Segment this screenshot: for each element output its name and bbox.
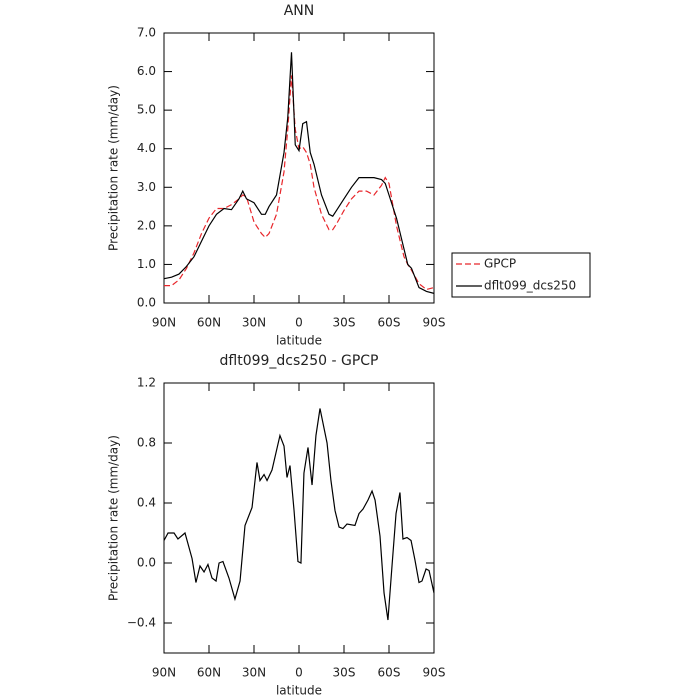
y-tick-label: 6.0 (137, 64, 156, 78)
legend-box (451, 252, 591, 298)
x-tick-label: 0 (295, 316, 303, 330)
y-tick-label: 1.0 (137, 257, 156, 271)
legend-label: GPCP (484, 257, 516, 271)
y-tick-label: −0.4 (127, 616, 156, 630)
data-line (164, 75, 435, 291)
y-axis-label: Precipitation rate (mm/day) (107, 85, 121, 251)
x-axis-label: latitude (276, 334, 322, 348)
y-tick-label: 5.0 (137, 103, 156, 117)
y-tick-label: 1.2 (137, 376, 156, 390)
chart-title: ANN (284, 3, 315, 19)
x-tick-label: 30N (242, 666, 266, 680)
x-tick-label: 60N (197, 316, 221, 330)
chart-title: dflt099_dcs250 - GPCP (220, 353, 379, 369)
y-axis-label: Precipitation rate (mm/day) (107, 435, 121, 601)
y-tick-label: 0.8 (137, 436, 156, 450)
x-tick-label: 30N (242, 316, 266, 330)
y-tick-label: 0.0 (137, 296, 156, 310)
plot-frame (163, 382, 435, 654)
x-tick-label: 90S (423, 666, 446, 680)
x-tick-label: 30S (333, 666, 356, 680)
x-tick-label: 0 (295, 666, 303, 680)
x-tick-label: 30S (333, 316, 356, 330)
y-tick-label: 2.0 (137, 218, 156, 232)
x-tick-label: 90S (423, 316, 446, 330)
x-tick-label: 90N (152, 666, 176, 680)
y-tick-label: 7.0 (137, 26, 156, 40)
data-line (163, 408, 435, 621)
y-tick-label: 0.0 (137, 556, 156, 570)
y-tick-label: 3.0 (137, 180, 156, 194)
y-tick-label: 0.4 (137, 496, 156, 510)
x-tick-label: 60S (378, 316, 401, 330)
x-axis-label: latitude (276, 684, 322, 698)
data-line (163, 52, 435, 294)
y-tick-label: 4.0 (137, 141, 156, 155)
plot-frame (163, 32, 435, 304)
x-tick-label: 90N (152, 316, 176, 330)
x-tick-label: 60N (197, 666, 221, 680)
x-tick-label: 60S (378, 666, 401, 680)
legend-label: dflt099_dcs250 (484, 279, 576, 293)
